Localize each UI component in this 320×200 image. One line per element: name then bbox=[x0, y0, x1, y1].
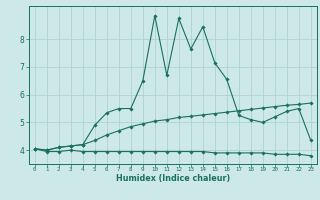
X-axis label: Humidex (Indice chaleur): Humidex (Indice chaleur) bbox=[116, 174, 230, 183]
